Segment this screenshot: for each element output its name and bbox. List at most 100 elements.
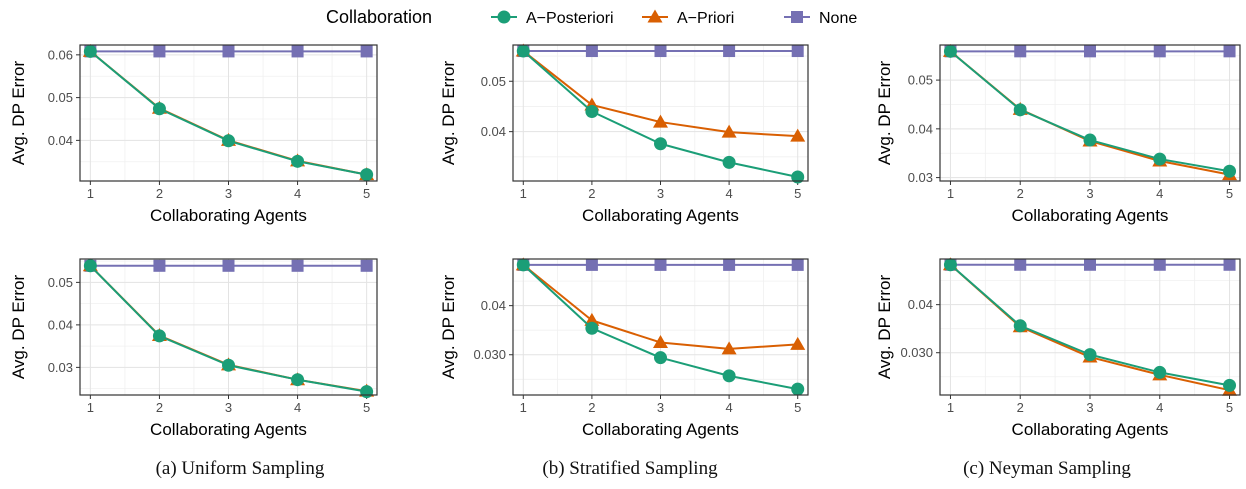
series-circle [516, 44, 805, 184]
data-point [1014, 45, 1027, 58]
data-point [291, 259, 304, 272]
data-point [1153, 45, 1166, 58]
data-point [943, 258, 957, 272]
plot-border [939, 44, 1241, 182]
legend-square-icon [791, 11, 803, 23]
x-tick-label: 1 [947, 186, 954, 201]
x-tick-label: 5 [363, 400, 370, 415]
data-point [1014, 258, 1027, 271]
data-point [654, 137, 667, 151]
x-tick-label: 3 [225, 186, 232, 201]
y-tick-label: 0.04 [48, 133, 73, 148]
data-point [291, 154, 305, 168]
legend-title: Collaboration [326, 7, 432, 27]
grid [513, 259, 808, 395]
y-axis-label: Avg. DP Error [9, 275, 28, 380]
chart-uniform-bottom: 1 2 3 4 5 0.03 0.04 0.05 Collaborating Agents Avg… [9, 258, 378, 439]
data-point [791, 170, 805, 184]
legend-entry-2: None [784, 10, 857, 27]
x-tick-label: 4 [725, 400, 732, 415]
data-point [1223, 378, 1237, 392]
y-axis-label: Avg. DP Error [875, 275, 894, 380]
data-point [291, 45, 304, 58]
chart-neyman-bottom: 1 2 3 4 5 0.030 0.04 Collaborating Agents Avg. D… [875, 257, 1241, 439]
data-point [1013, 103, 1027, 117]
data-point [585, 104, 599, 118]
data-point [153, 259, 166, 272]
y-tick-label: 0.05 [908, 73, 933, 88]
plot-border [79, 44, 378, 182]
x-tick-label: 5 [1226, 400, 1233, 415]
data-point [153, 45, 166, 58]
x-tick-label: 3 [657, 400, 664, 415]
data-point [1084, 258, 1096, 271]
x-tick-label: 4 [294, 400, 301, 415]
y-tick-label: 0.04 [481, 298, 506, 313]
data-point [791, 258, 804, 271]
y-tick-label: 0.03 [908, 170, 933, 185]
data-point [360, 45, 373, 58]
plot-border [512, 258, 809, 396]
chart-stratified-bottom: 1 2 3 4 5 0.030 0.04 Collaborating Agents Avg. D… [439, 257, 809, 439]
y-tick-label: 0.06 [48, 47, 73, 62]
grid [940, 45, 1240, 181]
x-tick-label: 2 [1017, 186, 1024, 201]
caption-stratified: (b) Stratified Sampling [542, 458, 718, 479]
data-point [723, 45, 736, 58]
series-circle [943, 258, 1237, 392]
data-point [222, 45, 235, 58]
y-tick-label: 0.030 [900, 345, 933, 360]
x-tick-label: 3 [657, 186, 664, 201]
legend-label: A−Priori [677, 10, 734, 27]
data-point [791, 45, 804, 58]
x-tick-label: 2 [588, 186, 595, 201]
x-tick-label: 5 [794, 400, 801, 415]
x-axis-label: Collaborating Agents [150, 420, 307, 439]
x-tick-label: 4 [1156, 186, 1163, 201]
x-tick-label: 4 [1156, 400, 1163, 415]
data-point [360, 385, 374, 399]
x-axis-label: Collaborating Agents [582, 420, 739, 439]
y-tick-label: 0.03 [48, 360, 73, 375]
series-circle [83, 44, 374, 182]
x-tick-label: 3 [1086, 400, 1093, 415]
x-tick-label: 2 [1017, 400, 1024, 415]
y-axis-label: Avg. DP Error [875, 61, 894, 166]
data-point [222, 259, 235, 272]
legend: Collaboration A−Posteriori A−Priori None [326, 7, 857, 27]
x-tick-label: 3 [225, 400, 232, 415]
data-point [722, 369, 736, 383]
series-circle [943, 44, 1237, 178]
x-axis-label: Collaborating Agents [582, 206, 739, 225]
data-point [943, 44, 957, 58]
data-point [516, 44, 530, 58]
data-point [1153, 365, 1167, 379]
x-axis-label: Collaborating Agents [1012, 420, 1169, 439]
data-point [654, 351, 667, 365]
series-square [944, 258, 1236, 271]
y-tick-label: 0.05 [48, 275, 73, 290]
x-tick-label: 5 [363, 186, 370, 201]
data-point [722, 155, 736, 169]
chart-stratified-top: 1 2 3 4 5 0.04 0.05 Collaborating Agents Avg. DP… [439, 43, 809, 225]
legend-circle-icon [497, 10, 511, 24]
data-point [152, 329, 166, 343]
data-point [653, 114, 668, 128]
y-tick-label: 0.04 [908, 121, 933, 136]
data-point [723, 258, 736, 271]
y-tick-label: 0.04 [908, 297, 933, 312]
plot-border [512, 44, 809, 182]
data-point [721, 124, 737, 138]
data-point [291, 373, 305, 387]
series-square [517, 258, 804, 271]
data-point [790, 128, 806, 142]
x-tick-label: 4 [725, 186, 732, 201]
caption-uniform: (a) Uniform Sampling [155, 458, 325, 479]
legend-label: A−Posteriori [526, 10, 614, 27]
caption-neyman: (c) Neyman Sampling [963, 458, 1131, 479]
x-tick-label: 1 [947, 400, 954, 415]
data-point [721, 341, 737, 355]
data-point [360, 259, 373, 272]
x-tick-label: 5 [1226, 186, 1233, 201]
x-tick-label: 1 [520, 400, 527, 415]
